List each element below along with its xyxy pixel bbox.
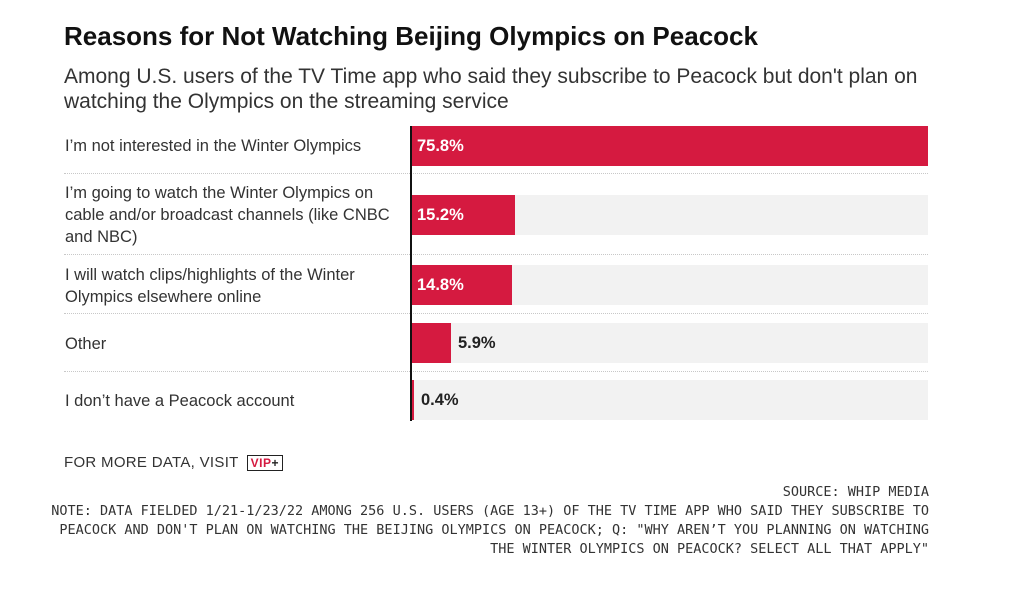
- bar-track: [411, 323, 928, 363]
- bar: [411, 265, 512, 305]
- bar: [411, 126, 928, 166]
- note-text: NOTE: DATA FIELDED 1/21-1/23/22 AMONG 25…: [51, 503, 929, 557]
- category-label: I’m going to watch the Winter Olympics o…: [65, 184, 390, 246]
- bar: [411, 380, 414, 420]
- value-label: 5.9%: [458, 334, 496, 352]
- value-label: 14.8%: [417, 276, 464, 294]
- value-label: 0.4%: [421, 391, 459, 409]
- vip-plus-logo[interactable]: VIP+: [246, 454, 283, 471]
- category-label: I don’t have a Peacock account: [65, 392, 295, 410]
- bar-track: [411, 380, 928, 420]
- baseline-axis: [410, 126, 412, 421]
- category-label: Other: [65, 335, 107, 353]
- source-line: SOURCE: WHIP MEDIA: [782, 484, 929, 500]
- vip-logo-text: VIP: [250, 455, 272, 470]
- chart-title: Reasons for Not Watching Beijing Olympic…: [64, 21, 758, 51]
- more-data-text: FOR MORE DATA, VISIT: [64, 454, 239, 471]
- bar: [411, 323, 451, 363]
- row-separator: [64, 173, 928, 174]
- value-label: 15.2%: [417, 206, 464, 224]
- row-separator: [64, 254, 928, 255]
- category-label: I will watch clips/highlights of the Win…: [65, 266, 355, 306]
- bar: [411, 195, 515, 235]
- row-separator: [64, 371, 928, 372]
- row-separator: [64, 313, 928, 314]
- vip-logo-plus: +: [271, 455, 279, 470]
- chart-subtitle: Among U.S. users of the TV Time app who …: [64, 65, 918, 113]
- value-label: 75.8%: [417, 137, 464, 155]
- category-label: I’m not interested in the Winter Olympic…: [65, 137, 362, 155]
- more-data-link[interactable]: FOR MORE DATA, VISIT VIP+: [64, 454, 283, 471]
